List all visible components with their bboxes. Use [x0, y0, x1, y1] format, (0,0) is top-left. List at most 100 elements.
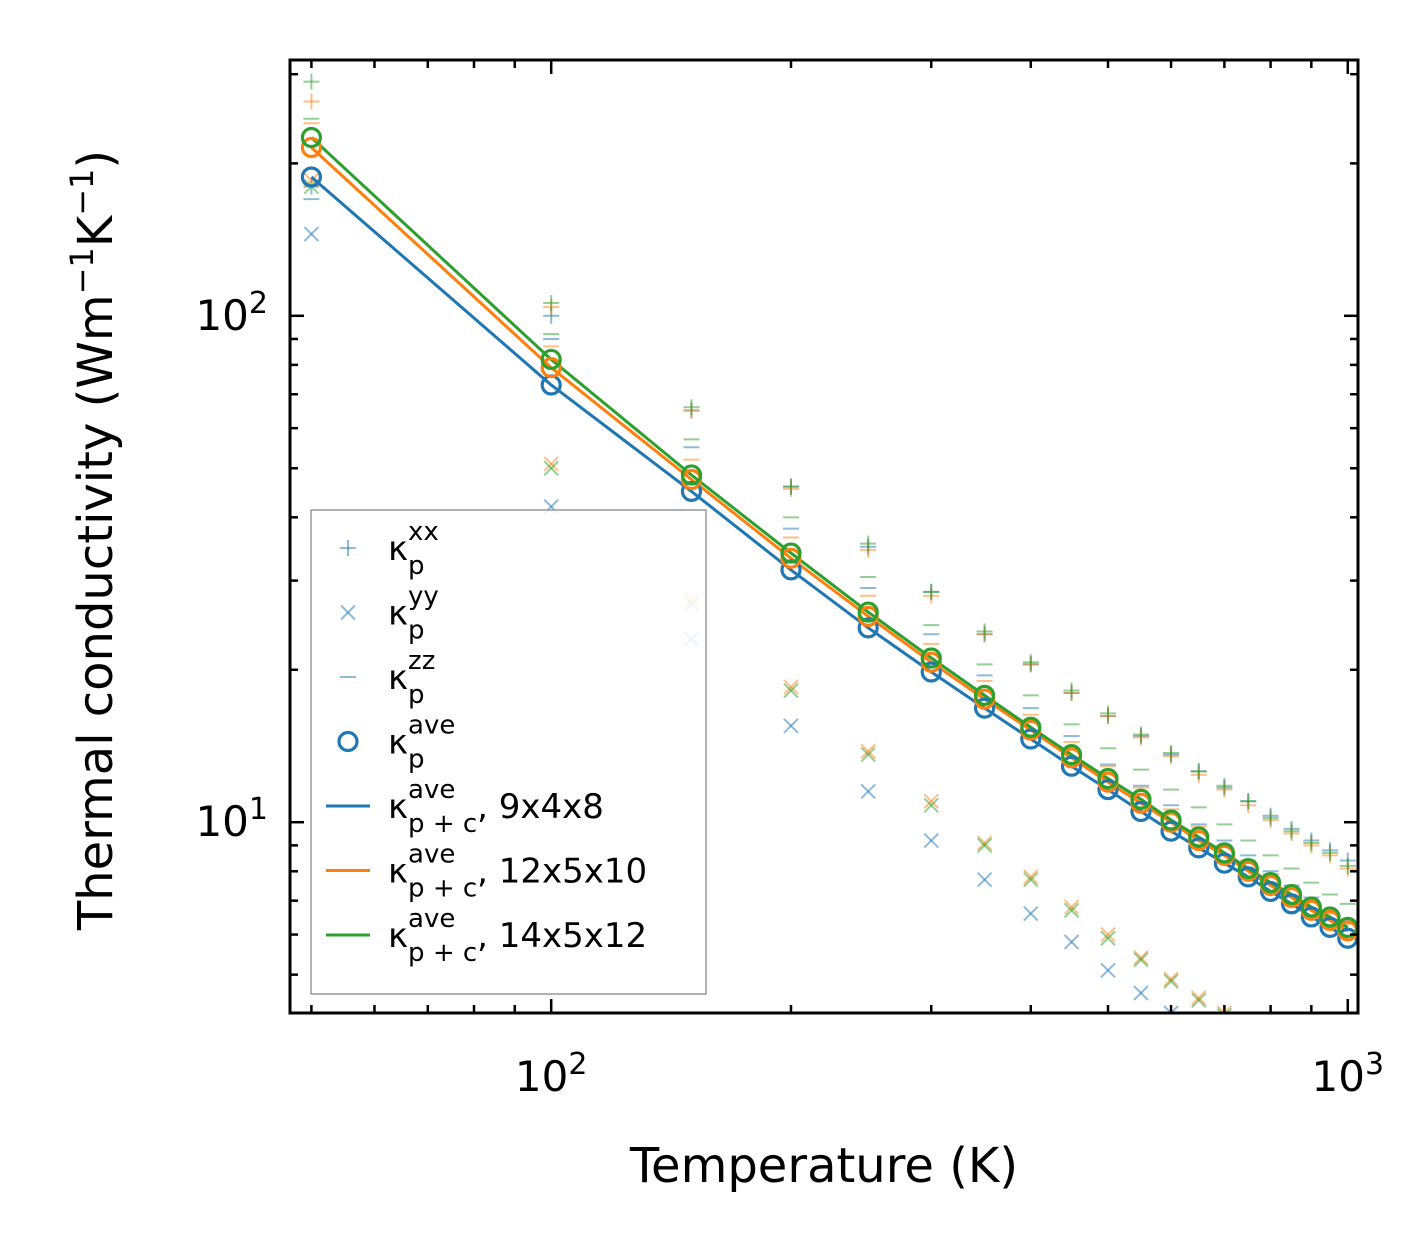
series-kyy-14x5x12-point-14-b: [1241, 1025, 1255, 1039]
series-kyy-12x5x10-point-1-b: [543, 456, 559, 472]
x-tick-label-0: 102: [515, 1047, 588, 1102]
series-kxx-14x5x12-point-14: [1240, 793, 1257, 810]
series-kyy-9x4x8-point-0-b: [303, 226, 320, 242]
series-kxx-14x5x12-point-9: [1099, 705, 1116, 722]
series-kyy-12x5x10-point-3-b: [783, 679, 799, 695]
series-kyy-12x5x10-point-7-b: [1023, 869, 1039, 885]
series-kave-14x5x12-point-9: [1097, 767, 1119, 790]
series-kxx-14x5x12-point-6: [976, 623, 993, 640]
series-kyy-9x4x8-point-6-b: [976, 871, 993, 888]
series-kyy-14x5x12-point-15-b: [1264, 1040, 1278, 1054]
legend-label-sub-1: p: [408, 616, 425, 646]
series-kave-9x4x8-point-7: [1020, 728, 1042, 750]
series-kave-14x5x12-point-14: [1237, 857, 1259, 880]
series-kyy-9x4x8-point-14-b: [1241, 1056, 1255, 1070]
series-kyy-12x5x10-point-15-a: [1264, 1037, 1278, 1051]
x-tick-label-exp-1: 3: [1365, 1047, 1384, 1082]
series-kyy-14x5x12-point-10: [1133, 952, 1149, 968]
legend-handle-1-b: [340, 604, 356, 621]
series-kyy-9x4x8-point-3: [783, 718, 799, 734]
series-kyy-9x4x8-point-12-b: [1192, 1022, 1206, 1036]
series-kyy-14x5x12-point-9-b: [1100, 930, 1116, 946]
series-kave-9x4x8-point-0: [300, 166, 323, 188]
series-kave-14x5x12-point-8: [1060, 743, 1083, 766]
series-kyy-9x4x8-point-12-a: [1192, 1022, 1206, 1036]
legend-label-sub-2: p: [408, 680, 425, 710]
series-kave-14x5x12-point-15: [1259, 871, 1282, 894]
y-label-end: ): [68, 150, 124, 169]
y-label-exp1: −1: [63, 247, 101, 294]
series-kxx-14x5x12-point-15: [1262, 809, 1279, 826]
series-kyy-9x4x8-point-16: [1285, 1084, 1299, 1098]
series-kyy-9x4x8-point-19-a: [1341, 1120, 1355, 1134]
series-kave-12x5x10-point-1: [540, 357, 562, 379]
series-kave-p-c-14x5x12-line: [310, 136, 1349, 929]
series-kyy-14x5x12-point-7: [1023, 871, 1039, 888]
legend-entry-2: κzz p: [340, 646, 435, 710]
legend-label-0: κxx p: [388, 517, 439, 581]
series-kyy-9x4x8-point-15: [1264, 1069, 1278, 1083]
y-label-exp2: −1: [63, 169, 101, 216]
series-kave-9x4x8-point-16: [1280, 893, 1303, 915]
series-kyy-9x4x8-point-10-b: [1133, 985, 1149, 1001]
series-kyy-9x4x8-point-9-b: [1100, 962, 1116, 979]
series-kyy-14x5x12-point-16: [1285, 1052, 1299, 1066]
legend-label-sup-3: ave: [408, 711, 455, 741]
legend-label-main-1: κ: [388, 594, 408, 634]
series-kyy-12x5x10-point-13: [1216, 1005, 1233, 1013]
series-kyy-14x5x12-point-13: [1216, 1007, 1233, 1013]
series-kave-14x5x12-point-18: [1319, 906, 1341, 928]
series-kyy-12x5x10-point-8-b: [1063, 899, 1080, 915]
x-tick-label-base-0: 10: [515, 1052, 568, 1101]
series-kyy-9x4x8-point-11-a: [1163, 1005, 1173, 1013]
y-axis-label: Thermal conductivity (Wm−1K−1): [63, 150, 124, 931]
series-kyy-12x5x10-point-15: [1264, 1037, 1278, 1051]
series-kyy-9x4x8-point-18-b: [1323, 1107, 1337, 1121]
axis-ticks: [290, 60, 1358, 1013]
series-kyy-9x4x8-point-16-b: [1285, 1084, 1299, 1098]
legend-label-sub-6: p + c: [408, 938, 477, 968]
y-tick-label-base-1: 10: [195, 291, 248, 340]
series-kyy-9x4x8-point-6: [976, 871, 993, 888]
series-kyy-14x5x12-point-4-b: [860, 746, 876, 763]
series-kyy-9x4x8-point-9: [1100, 962, 1116, 979]
series-kyy-12x5x10-point-12: [1191, 990, 1207, 1006]
legend-label-suffix-5: , 12x5x10: [477, 852, 647, 892]
series-kyy-12x5x10-point-5-b: [923, 793, 939, 809]
series-kyy-14x5x12-point-3-b: [783, 682, 799, 699]
series-kyy-12x5x10-point-5: [923, 793, 939, 809]
legend-label-sup-5: ave: [408, 840, 455, 870]
series-kyy-12x5x10-point-11: [1163, 971, 1179, 987]
series-kyy-9x4x8-point-12: [1192, 1022, 1206, 1036]
series-kyy-14x5x12-point-12-b: [1191, 992, 1207, 1008]
series-kyy-12x5x10-point-16: [1285, 1049, 1299, 1063]
legend-label-main-5: κ: [388, 852, 408, 892]
legend-label-1: κyy p: [388, 582, 439, 646]
series-kyy-14x5x12-point-1: [543, 460, 559, 476]
series-kyy-12x5x10-point-14: [1241, 1022, 1255, 1036]
y-tick-label-base-0: 10: [195, 797, 248, 846]
series-kyy-9x4x8-point-18-a: [1323, 1107, 1337, 1121]
series-kyy-9x4x8-point-4: [860, 783, 876, 800]
series-kyy-12x5x10-point-9-b: [1100, 926, 1116, 943]
series-kxx-14x5x12-point-17: [1303, 834, 1320, 851]
series-kyy-9x4x8-point-4-b: [860, 783, 876, 800]
legend-label-sub-0: p: [408, 551, 425, 581]
series-kyy-14x5x12-point-6-b: [976, 837, 993, 854]
series-kave-14x5x12-point-17: [1300, 896, 1322, 918]
series-kave-14x5x12-point-12: [1188, 826, 1210, 848]
legend-entry-6: κave p + c, 14x5x12: [326, 904, 647, 968]
legend-entry-0: κxx p: [340, 517, 439, 581]
legend-label-sup-2: zz: [408, 646, 435, 676]
legend-label-sup-1: yy: [408, 582, 439, 612]
series-kave-14x5x12-point-6: [973, 684, 996, 706]
series-kyy-14x5x12-point-5: [923, 797, 939, 813]
series-kave-14x5x12-point-7: [1020, 716, 1042, 738]
legend-label-suffix-4: , 9x4x8: [477, 787, 604, 827]
series-kyy-9x4x8-point-18: [1323, 1107, 1337, 1121]
series-kave-9x4x8-point-11: [1160, 820, 1182, 842]
legend-box: [310, 509, 707, 995]
series-kzz-14x5x12: [303, 117, 1356, 905]
